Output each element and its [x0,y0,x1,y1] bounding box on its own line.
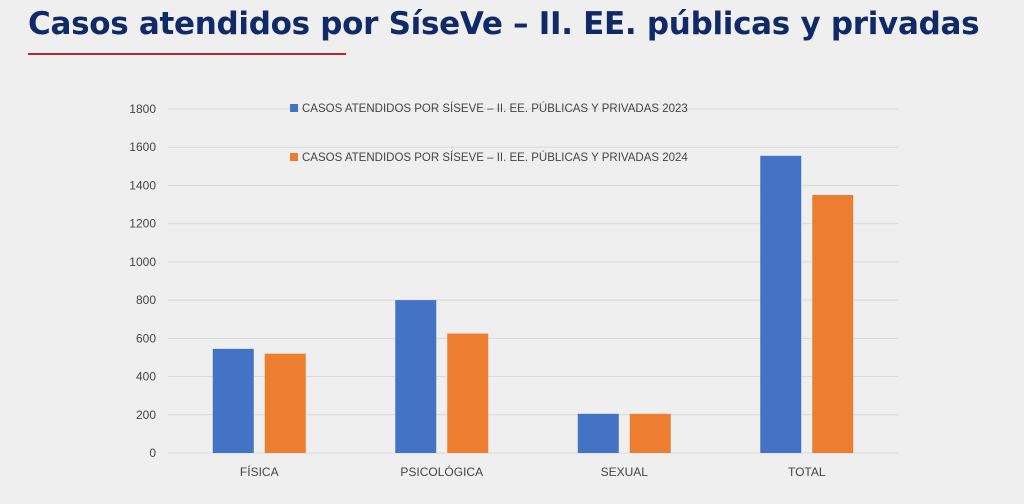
y-tick-label: 200 [136,408,156,422]
y-tick-label: 1200 [129,217,156,231]
y-axis-ticks: 0 200 400 600 800 1000 1200 1400 1600 1800 [129,102,156,460]
y-tick-label: 800 [136,293,156,307]
bar-total-series-2 [812,195,854,453]
y-tick-label: 1000 [129,255,156,269]
title-underline [28,53,346,55]
legend-label: CASOS ATENDIDOS POR SÍSEVE – II. EE. PÚB… [302,151,688,164]
x-category-label: SEXUAL [601,465,649,479]
bar-psicológica-series-1 [395,300,437,453]
y-tick-label: 1400 [129,178,156,192]
y-tick-label: 1600 [129,140,156,154]
bar-física-series-2 [264,353,306,453]
x-category-label: TOTAL [788,465,826,479]
bar-física-series-1 [212,348,254,453]
page-title: Casos atendidos por SíseVe – II. EE. púb… [28,6,980,42]
bars [212,155,854,454]
bar-sexual-series-2 [629,413,671,453]
legend: CASOS ATENDIDOS POR SÍSEVE – II. EE. PÚB… [290,102,688,164]
legend-swatch [290,104,298,112]
y-tick-label: 0 [149,446,156,460]
bar-total-series-1 [760,155,802,454]
y-tick-label: 400 [136,370,156,384]
legend-label: CASOS ATENDIDOS POR SÍSEVE – II. EE. PÚB… [302,102,688,115]
x-category-label: PSICOLÓGICA [400,464,483,479]
x-category-label: FÍSICA [240,464,279,479]
y-tick-label: 600 [136,331,156,345]
bar-psicológica-series-2 [447,333,489,453]
y-tick-label: 1800 [129,102,156,116]
bar-sexual-series-1 [577,413,619,453]
x-axis-categories: FÍSICA PSICOLÓGICA SEXUAL TOTAL [240,464,826,479]
legend-swatch [290,153,298,161]
